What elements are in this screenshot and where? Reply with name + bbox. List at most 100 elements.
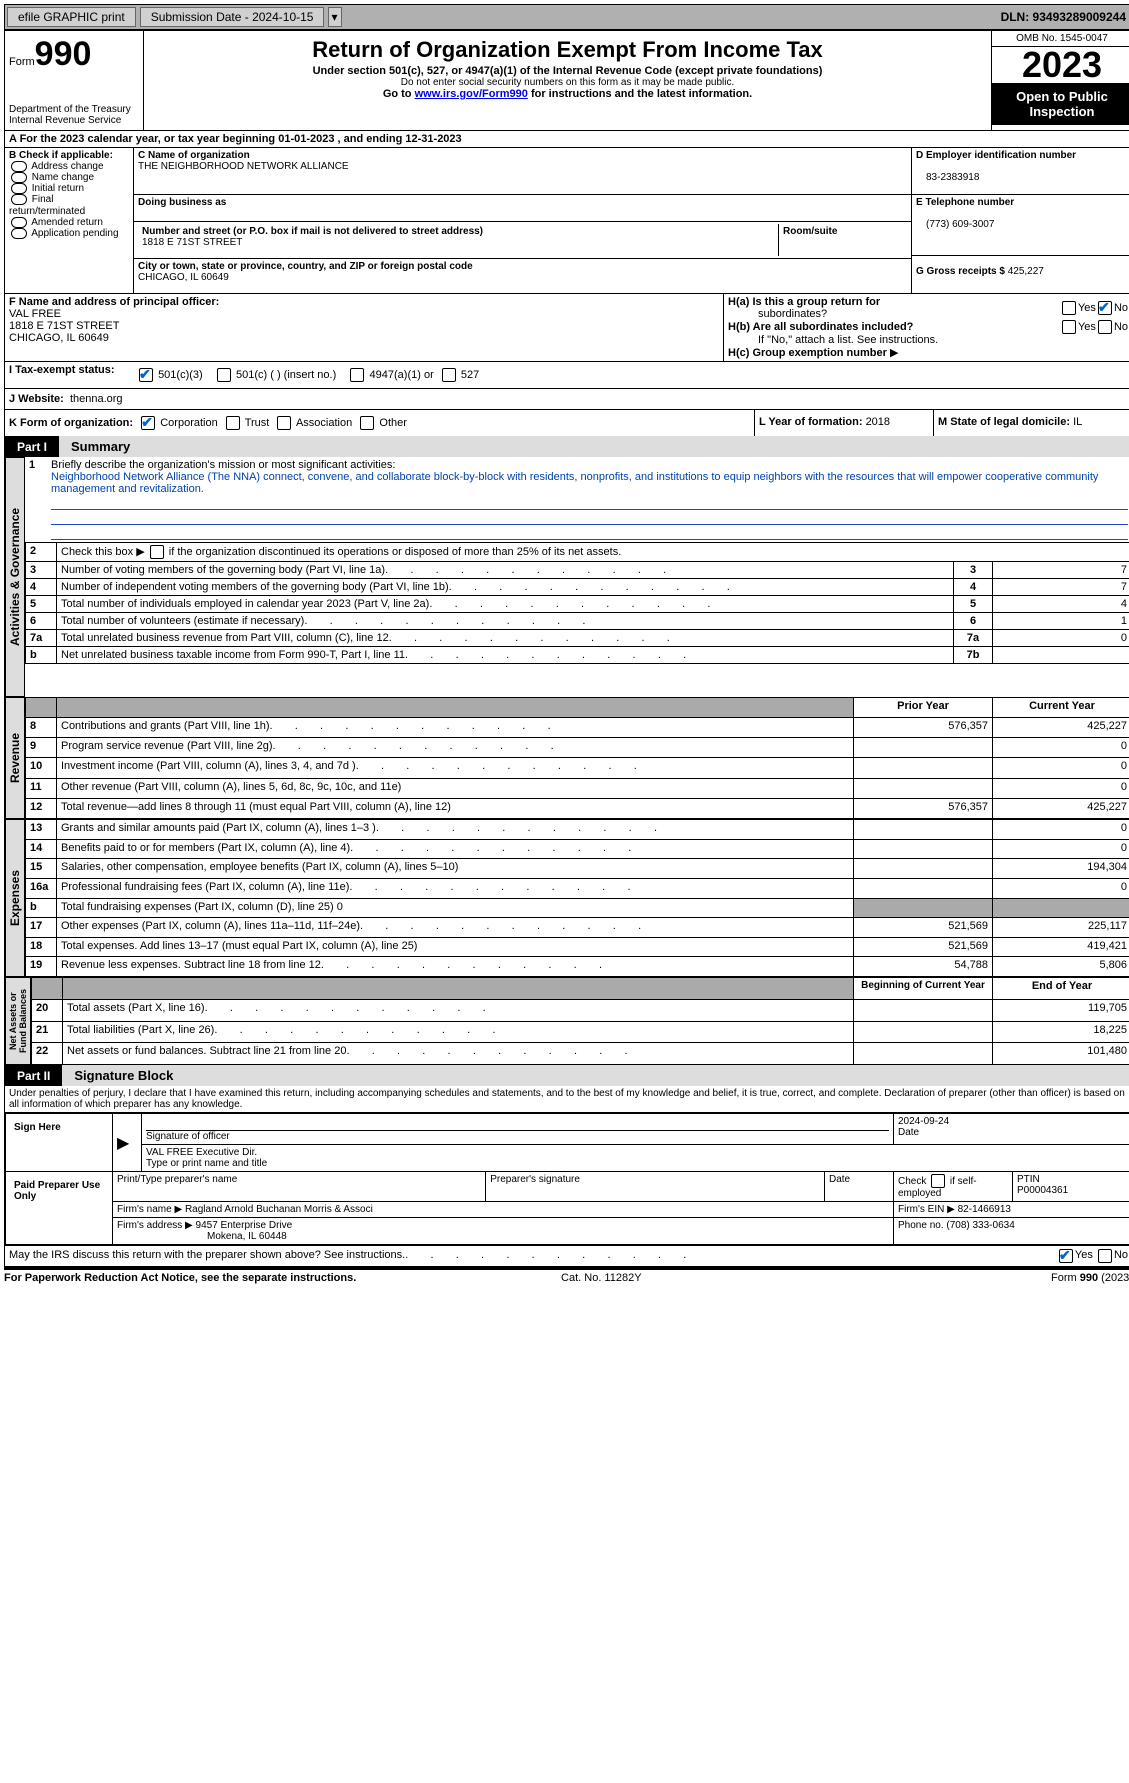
firm-phone: (708) 333-0634 (946, 1220, 1014, 1231)
firm-phone-label: Phone no. (898, 1220, 946, 1231)
section-expenses: Expenses (5, 819, 25, 977)
line-11-prior (854, 778, 993, 798)
ein-value: 83-2383918 (916, 172, 979, 183)
line-19-current: 5,806 (993, 957, 1129, 977)
line-15-current: 194,304 (993, 859, 1129, 879)
address-change-label: Address change (31, 161, 103, 172)
line-3-value: 7 (993, 562, 1129, 579)
form-container: Form990 Department of the Treasury Inter… (4, 30, 1129, 1267)
line-5-value: 4 (993, 596, 1129, 613)
line-11-label: Other revenue (Part VIII, column (A), li… (61, 781, 401, 793)
city-label: City or town, state or province, country… (138, 261, 473, 272)
line-7a-label: Total unrelated business revenue from Pa… (61, 632, 672, 644)
form-prefix: Form (9, 56, 35, 68)
name-change-label: Name change (32, 172, 94, 183)
dept-label: Department of the Treasury (9, 104, 139, 115)
part1-title: Summary (59, 436, 1129, 457)
discuss-no-label: No (1114, 1249, 1128, 1263)
line-1-label: Briefly describe the organization's miss… (51, 459, 395, 471)
amended-return-checkbox[interactable] (11, 217, 27, 228)
firm-ein: 82-1466913 (958, 1204, 1011, 1215)
527-checkbox[interactable] (442, 368, 456, 382)
ha-yes-checkbox[interactable] (1062, 301, 1076, 315)
arrow-icon: ▶ (113, 1113, 142, 1172)
footer-mid: Cat. No. 11282Y (561, 1272, 642, 1284)
corp-checkbox[interactable] (141, 416, 155, 430)
app-pending-checkbox[interactable] (11, 228, 27, 239)
line-18-label: Total expenses. Add lines 13–17 (must eq… (61, 940, 417, 952)
discuss-yes-checkbox[interactable] (1059, 1249, 1073, 1263)
hc-label: H(c) Group exemption number (728, 347, 890, 359)
tax-year-begin: 01-01-2023 (278, 133, 334, 145)
dln-label: DLN: 93493289009244 (995, 8, 1129, 26)
self-employed-label: Check if self-employed (898, 1176, 977, 1199)
self-employed-checkbox[interactable] (931, 1174, 945, 1188)
officer-label: F Name and address of principal officer: (9, 296, 719, 308)
line-9-current: 0 (993, 738, 1129, 758)
ssn-notice: Do not enter social security numbers on … (148, 77, 987, 88)
501c3-checkbox[interactable] (139, 368, 153, 382)
page-footer: For Paperwork Reduction Act Notice, see … (4, 1269, 1129, 1284)
line-6-value: 1 (993, 613, 1129, 630)
part1-num: Part I (5, 437, 59, 457)
line-18-current: 419,421 (993, 937, 1129, 957)
section-activities: Activities & Governance (5, 457, 25, 697)
form-org-label: K Form of organization: (9, 417, 133, 429)
line-17-label: Other expenses (Part IX, column (A), lin… (61, 920, 643, 932)
phone-label: E Telephone number (916, 197, 1014, 208)
section-net-assets: Net Assets or Fund Balances (5, 977, 31, 1065)
line-17-prior: 521,569 (854, 918, 993, 938)
dropdown-button[interactable]: ▾ (328, 7, 342, 27)
line-20-eoy: 119,705 (993, 999, 1129, 1021)
header-right: OMB No. 1545-0047 2023 Open to Public In… (991, 31, 1129, 130)
domicile-value: IL (1073, 416, 1082, 428)
officer-street: 1818 E 71ST STREET (9, 320, 719, 332)
line-16b-label: Total fundraising expenses (Part IX, col… (61, 901, 337, 913)
perjury-statement: Under penalties of perjury, I declare th… (5, 1086, 1129, 1112)
4947-checkbox[interactable] (350, 368, 364, 382)
other-checkbox[interactable] (360, 416, 374, 430)
year-formation-label: L Year of formation: (759, 416, 866, 428)
trust-checkbox[interactable] (226, 416, 240, 430)
assoc-checkbox[interactable] (277, 416, 291, 430)
section-revenue: Revenue (5, 697, 25, 819)
line-22-boy (854, 1043, 993, 1065)
line-1-num: 1 (29, 459, 51, 540)
line-2-checkbox[interactable] (150, 545, 164, 559)
submission-date-button[interactable]: Submission Date - 2024-10-15 (140, 7, 325, 27)
hb-yes-checkbox[interactable] (1062, 320, 1076, 334)
current-year-header: Current Year (993, 698, 1129, 718)
efile-print-button[interactable]: efile GRAPHIC print (7, 7, 136, 27)
line-16a-prior (854, 878, 993, 898)
line-14-current: 0 (993, 839, 1129, 859)
line-13-prior (854, 820, 993, 840)
line-12-current: 425,227 (993, 798, 1129, 818)
ha-label2: subordinates? (728, 308, 827, 320)
gross-label: G Gross receipts $ (916, 266, 1005, 277)
line-12-label: Total revenue—add lines 8 through 11 (mu… (61, 801, 451, 813)
discuss-no-checkbox[interactable] (1098, 1249, 1112, 1263)
footer-right: Form 990 (2023) (1051, 1272, 1129, 1284)
initial-return-checkbox[interactable] (11, 183, 27, 194)
line-21-boy (854, 1021, 993, 1043)
form-title: Return of Organization Exempt From Incom… (148, 37, 987, 63)
irs-link[interactable]: www.irs.gov/Form990 (415, 88, 528, 100)
org-name: THE NEIGHBORHOOD NETWORK ALLIANCE (138, 161, 349, 172)
gross-value: 425,227 (1008, 266, 1044, 277)
ptin-value: P00004361 (1017, 1185, 1068, 1196)
hb-no-checkbox[interactable] (1098, 320, 1112, 334)
ha-no-checkbox[interactable] (1098, 301, 1112, 315)
signature-label: Signature of officer (146, 1131, 230, 1142)
address-change-checkbox[interactable] (11, 161, 27, 172)
line-5-label: Total number of individuals employed in … (61, 598, 712, 610)
prior-year-header: Prior Year (854, 698, 993, 718)
ha-no-label: No (1114, 302, 1128, 314)
501c-checkbox[interactable] (217, 368, 231, 382)
line-6-label: Total number of volunteers (estimate if … (61, 615, 587, 627)
trust-label: Trust (245, 417, 270, 429)
line-16a-current: 0 (993, 878, 1129, 898)
name-change-checkbox[interactable] (11, 172, 27, 183)
ptin-label: PTIN (1017, 1174, 1040, 1185)
final-return-checkbox[interactable] (11, 194, 27, 205)
firm-ein-label: Firm's EIN (898, 1204, 947, 1215)
